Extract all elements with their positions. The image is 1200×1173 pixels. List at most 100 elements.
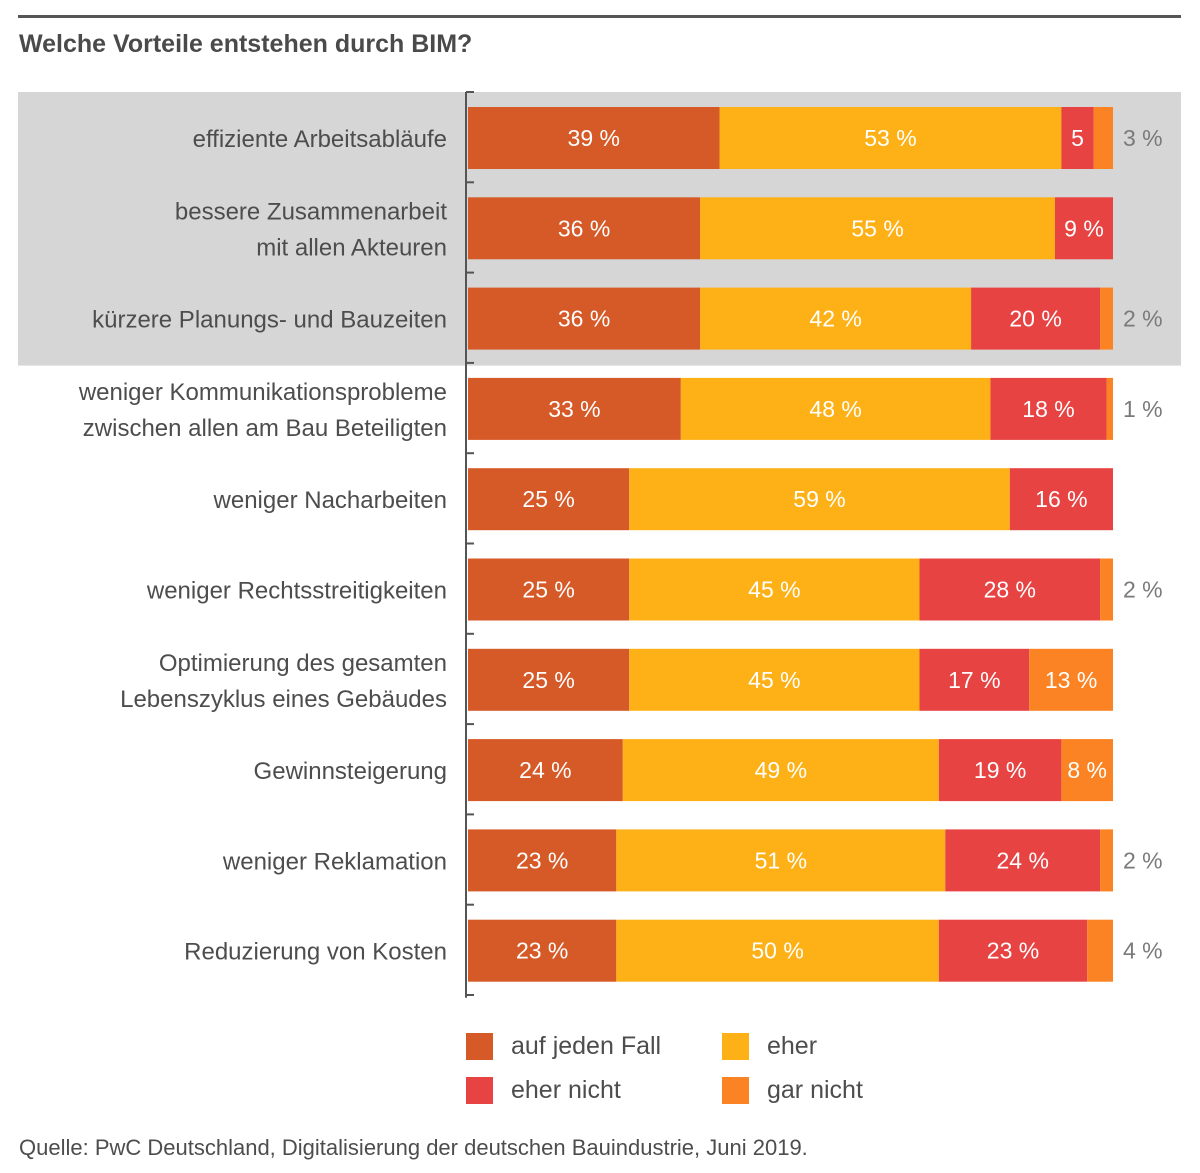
bar-segment-eher	[616, 919, 939, 982]
bar-segment-eher-nicht	[919, 648, 1030, 711]
data-label-outside: 2 %	[1123, 577, 1163, 603]
bar-segment-auf-jeden-Fall	[468, 829, 617, 892]
data-label: 13 %	[1045, 667, 1097, 693]
bar-segment-auf-jeden-Fall	[468, 558, 630, 621]
bar-segment-eher	[629, 468, 1010, 531]
data-label: 45 %	[748, 577, 800, 603]
data-label: 16 %	[1035, 486, 1087, 512]
data-label: 23 %	[516, 847, 568, 873]
top-rule	[18, 15, 1181, 18]
legend-label: eher	[767, 1032, 818, 1060]
legend-item-auf-jeden-fall: auf jeden Fall	[466, 1032, 661, 1061]
data-label: 9 %	[1064, 215, 1104, 241]
bar-segment-eher	[700, 287, 972, 350]
data-label: 36 %	[558, 215, 610, 241]
bar-segment-gar-nicht	[1100, 287, 1113, 350]
data-label: 25 %	[522, 486, 574, 512]
bar-segment-eher-nicht	[1009, 468, 1113, 531]
chart-title: Welche Vorteile entstehen durch BIM?	[19, 30, 473, 58]
bar-segment-auf-jeden-Fall	[468, 468, 630, 531]
data-label: 51 %	[755, 847, 807, 873]
data-label: 23 %	[987, 938, 1039, 964]
data-label: 48 %	[809, 396, 861, 422]
bar-segment-eher-nicht	[1061, 107, 1094, 169]
bar-segment-auf-jeden-Fall	[468, 919, 617, 982]
bar-segment-gar-nicht	[1087, 919, 1113, 982]
bar-segment-gar-nicht	[1100, 829, 1113, 892]
bar-segment-eher	[616, 829, 946, 892]
bar-segment-eher-nicht	[945, 829, 1101, 892]
data-label: 17 %	[948, 667, 1000, 693]
data-label-outside: 2 %	[1123, 306, 1163, 332]
bar-segment-eher	[622, 739, 939, 802]
legend-label: gar nicht	[767, 1076, 863, 1104]
bar-segment-eher	[629, 558, 920, 621]
bar-segment-auf-jeden-Fall	[468, 739, 623, 802]
legend-label: auf jeden Fall	[511, 1032, 662, 1060]
data-label: 50 %	[751, 938, 803, 964]
data-label: 33 %	[548, 396, 600, 422]
bar-segment-eher-nicht	[938, 739, 1062, 802]
category-label: mit allen Akteuren	[256, 234, 447, 261]
bar-segment-eher-nicht	[919, 558, 1101, 621]
data-label: 42 %	[809, 306, 861, 332]
legend-swatch	[466, 1077, 493, 1104]
bar-segment-gar-nicht	[1100, 558, 1113, 621]
bar-segment-gar-nicht	[1061, 739, 1113, 802]
category-label: Gewinnsteigerung	[254, 758, 447, 785]
data-label: 24 %	[519, 757, 571, 783]
bar-segment-auf-jeden-Fall	[468, 648, 630, 711]
category-label: bessere Zusammenarbeit	[175, 198, 447, 225]
category-label: weniger Nacharbeiten	[213, 487, 447, 514]
legend-label: eher nicht	[511, 1076, 621, 1104]
legend-item-gar-nicht: gar nicht	[722, 1076, 863, 1105]
category-label: weniger Reklamation	[222, 848, 447, 875]
bar-segment-auf-jeden-Fall	[468, 377, 681, 440]
data-label: 24 %	[996, 847, 1048, 873]
category-label: effiziente Arbeitsabläufe	[193, 126, 447, 153]
bar-segment-auf-jeden-Fall	[468, 197, 701, 260]
bar-segment-eher-nicht	[1054, 197, 1113, 260]
bar-segment-gar-nicht	[1093, 107, 1113, 169]
data-label: 23 %	[516, 938, 568, 964]
data-label: 19 %	[974, 757, 1026, 783]
data-label: 8 %	[1067, 757, 1107, 783]
data-label: 59 %	[793, 486, 845, 512]
data-label-outside: 1 %	[1123, 396, 1163, 422]
data-label: 25 %	[522, 667, 574, 693]
data-label: 25 %	[522, 577, 574, 603]
stacked-bar-chart: effiziente Arbeitsabläufe 39 % 53 % 5 3 %bes…	[18, 91, 1181, 998]
data-label: 53 %	[864, 125, 916, 151]
bar-segment-gar-nicht	[1029, 648, 1113, 711]
category-label: Optimierung des gesamten	[159, 650, 447, 677]
bar-segment-eher	[700, 197, 1055, 260]
bar-segment-eher-nicht	[990, 377, 1107, 440]
data-label: 20 %	[1009, 306, 1061, 332]
data-label: 45 %	[748, 667, 800, 693]
legend-item-eher-nicht: eher nicht	[466, 1076, 621, 1105]
data-label: 28 %	[984, 577, 1036, 603]
data-label: 36 %	[558, 306, 610, 332]
category-label: Reduzierung von Kosten	[184, 939, 447, 966]
category-label: Lebenszyklus eines Gebäudes	[120, 686, 447, 713]
bar-segment-eher	[719, 107, 1062, 169]
bar-segment-gar-nicht	[1106, 377, 1113, 440]
category-label: weniger Kommunikationsprobleme	[78, 379, 447, 406]
data-label-outside: 3 %	[1123, 125, 1163, 151]
legend-swatch	[722, 1033, 749, 1060]
data-label: 18 %	[1022, 396, 1074, 422]
data-label: 55 %	[851, 215, 903, 241]
data-label-outside: 4 %	[1123, 938, 1163, 964]
legend-item-eher: eher	[722, 1032, 817, 1061]
data-label: 49 %	[755, 757, 807, 783]
bar-segment-auf-jeden-Fall	[468, 287, 701, 350]
bar-segment-eher	[680, 377, 991, 440]
data-label: 39 %	[568, 125, 620, 151]
legend-swatch	[722, 1077, 749, 1104]
bar-segment-eher-nicht	[938, 919, 1088, 982]
category-label: kürzere Planungs- und Bauzeiten	[92, 307, 447, 334]
bar-segment-eher-nicht	[971, 287, 1101, 350]
category-label: zwischen allen am Bau Beteiligten	[83, 415, 447, 442]
data-label-outside: 2 %	[1123, 847, 1163, 873]
category-label: weniger Rechtsstreitigkeiten	[146, 578, 447, 605]
